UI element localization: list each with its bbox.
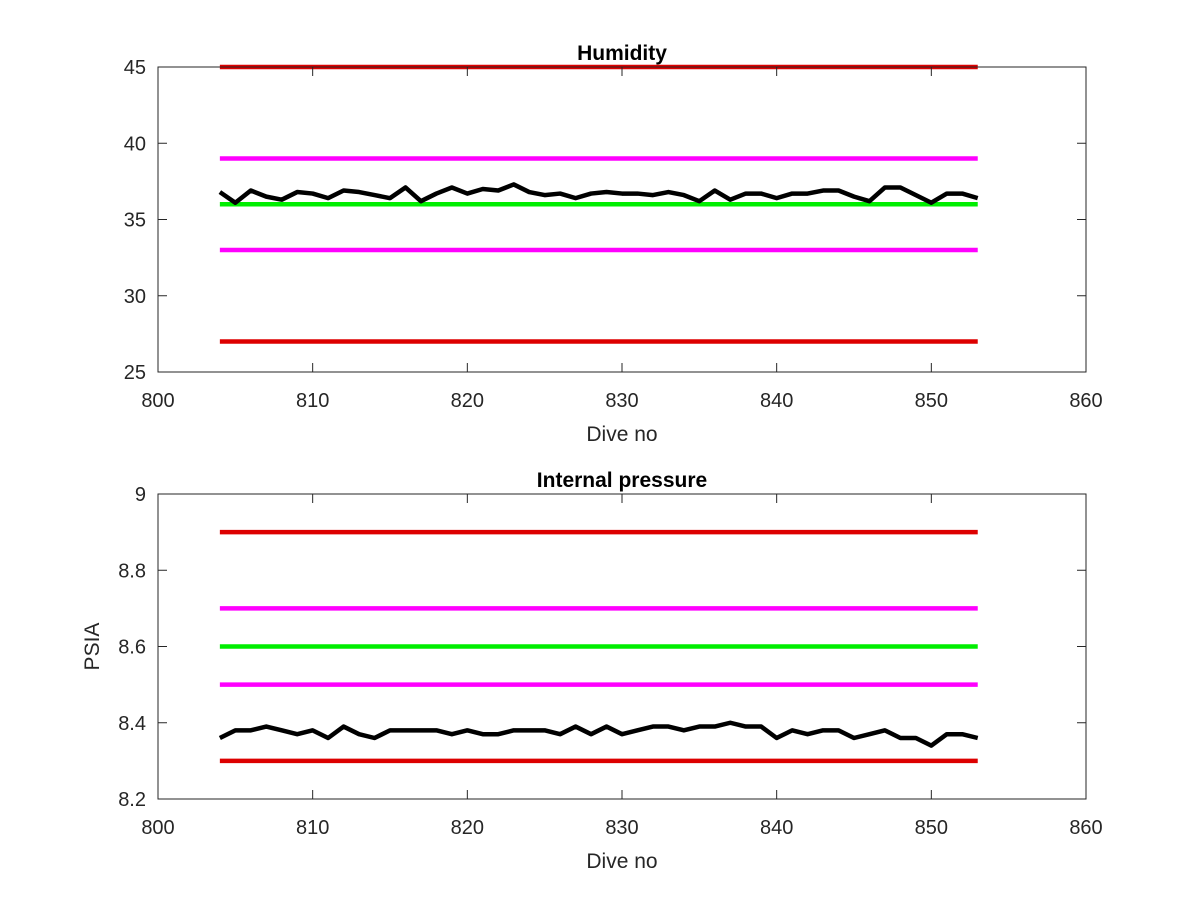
pressure-title: Internal pressure — [537, 469, 707, 492]
pressure-plot-lines — [218, 529, 979, 764]
humidity-axes-box — [157, 66, 1087, 373]
pressure-y-tick-label: 8.2 — [118, 789, 146, 811]
humidity-x-ticks: 800 810 820 830 840 850 860 — [141, 67, 1103, 412]
pressure-x-tick-label: 830 — [605, 817, 638, 839]
pressure-y-tick-label: 8.6 — [118, 637, 146, 659]
humidity-x-tick-label: 860 — [1069, 390, 1102, 412]
pressure-y-ticks: 8.2 8.4 8.6 8.8 9 — [118, 484, 1086, 811]
pressure-x-ticks: 800 810 820 830 840 850 860 — [141, 494, 1103, 839]
humidity-y-tick-label: 35 — [124, 210, 146, 232]
humidity-plot-lines — [218, 64, 979, 344]
pressure-x-tick-label: 820 — [451, 817, 484, 839]
pressure-y-tick-label: 8.8 — [118, 560, 146, 582]
humidity-x-tick-label: 850 — [915, 390, 948, 412]
humidity-y-tick-label: 45 — [124, 57, 146, 79]
humidity-y-tick-label: 30 — [124, 286, 146, 308]
humidity-subplot: Humidity 800 810 820 830 840 850 860 25 30 35 40 4… — [124, 42, 1103, 446]
humidity-title: Humidity — [577, 42, 667, 65]
pressure-x-tick-label: 850 — [915, 817, 948, 839]
humidity-x-tick-label: 800 — [141, 390, 174, 412]
humidity-x-tick-label: 830 — [605, 390, 638, 412]
pressure-x-tick-label: 840 — [760, 817, 793, 839]
pressure-y-tick-label: 9 — [135, 484, 146, 506]
humidity-y-ticks: 25 30 35 40 45 — [124, 57, 1086, 384]
pressure-x-tick-label: 810 — [296, 817, 329, 839]
humidity-y-tick-label: 25 — [124, 362, 146, 384]
pressure-subplot: Internal pressure 800 810 820 830 840 850 860 … — [81, 469, 1103, 873]
humidity-data-line — [218, 182, 979, 205]
humidity-x-axis-label: Dive no — [586, 423, 657, 446]
pressure-data-line — [218, 720, 979, 748]
pressure-y-axis-label: PSIA — [81, 623, 104, 671]
pressure-x-tick-label: 860 — [1069, 817, 1102, 839]
humidity-x-tick-label: 810 — [296, 390, 329, 412]
humidity-x-tick-label: 840 — [760, 390, 793, 412]
pressure-x-axis-label: Dive no — [586, 850, 657, 873]
pressure-y-tick-label: 8.4 — [118, 713, 146, 735]
humidity-x-tick-label: 820 — [451, 390, 484, 412]
humidity-y-tick-label: 40 — [124, 133, 146, 155]
pressure-x-tick-label: 800 — [141, 817, 174, 839]
